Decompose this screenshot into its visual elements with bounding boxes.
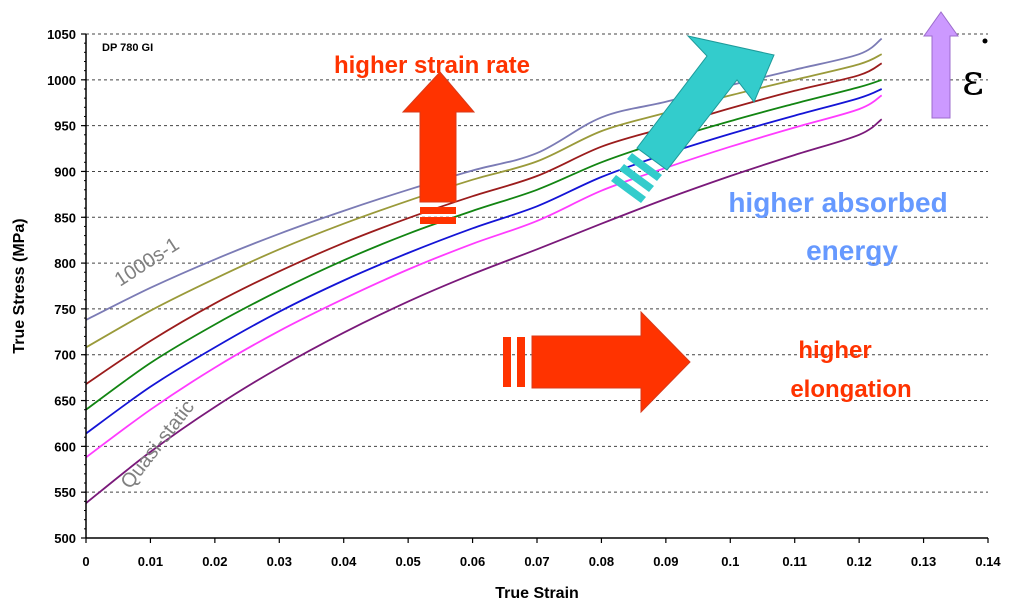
x-tick-label: 0.13 [911, 554, 936, 569]
elongation-label-line2: elongation [790, 376, 911, 403]
energy-arrow [611, 35, 775, 203]
x-tick-label: 0.14 [975, 554, 1001, 569]
x-tick-label: 0.12 [846, 554, 871, 569]
strain-rate-arrow-stripe [420, 207, 456, 214]
grid-lines [86, 33, 988, 493]
x-tick-label: 0.04 [331, 554, 357, 569]
y-tick-label: 750 [54, 302, 76, 317]
series-label-bottom: Quasi-static [117, 396, 199, 493]
elongation-arrow-body [531, 310, 691, 414]
x-tick-labels: 0 0.01 0.02 0.03 0.04 0.05 0.06 0.07 0.08 0.09 0.1… [82, 538, 1001, 569]
series-line-5 [85, 88, 883, 435]
strain-rate-arrow [401, 71, 476, 224]
y-tick-label: 1050 [47, 27, 76, 42]
x-tick-label: 0.08 [589, 554, 614, 569]
y-tick-label: 900 [54, 164, 76, 179]
energy-arrow-stripe [611, 175, 646, 203]
strain-rate-symbol-arrow [923, 11, 959, 119]
x-tick-label: 0.03 [267, 554, 292, 569]
x-tick-label: 0.1 [721, 554, 739, 569]
x-tick-label: 0.06 [460, 554, 485, 569]
y-tick-label: 600 [54, 439, 76, 454]
series-line-7 [85, 118, 883, 504]
energy-label-line1: higher absorbed [728, 187, 947, 218]
elongation-arrow-stripe [503, 337, 511, 387]
elongation-arrow [503, 310, 691, 414]
strain-rate-arrow-stripe [420, 217, 456, 224]
y-axis-title: True Stress (MPa) [11, 218, 28, 353]
x-tick-label: 0.02 [202, 554, 227, 569]
y-tick-label: 500 [54, 531, 76, 546]
energy-arrow-stripe [627, 153, 662, 181]
x-tick-label: 0.11 [782, 554, 807, 569]
elongation-label-line1: higher [798, 337, 871, 364]
x-tick-label: 0.07 [524, 554, 549, 569]
y-tick-labels: 500 550 600 650 700 750 800 850 900 950 1000 1050 [47, 27, 86, 546]
series-line-1 [85, 37, 883, 321]
series-line-2 [85, 53, 883, 349]
x-tick-label: 0 [82, 554, 89, 569]
energy-arrow-body [636, 35, 775, 171]
series-line-4 [85, 78, 882, 411]
x-tick-label: 0.01 [138, 554, 163, 569]
energy-arrow-stripe [619, 164, 654, 192]
y-tick-label: 800 [54, 256, 76, 271]
series-label-top: 1000s-1 [111, 233, 184, 291]
series-line-6 [85, 94, 883, 459]
x-tick-label: 0.05 [395, 554, 420, 569]
y-tick-label: 700 [54, 348, 76, 363]
elongation-arrow-stripe [517, 337, 525, 387]
energy-label-line2: energy [806, 235, 898, 266]
strain-rate-arrow-body [401, 71, 476, 203]
y-tick-label: 550 [54, 485, 76, 500]
axes [85, 34, 988, 539]
y-tick-label: 850 [54, 210, 76, 225]
y-tick-label: 650 [54, 394, 76, 409]
strain-rate-label: higher strain rate [334, 52, 530, 79]
y-tick-label: 1000 [47, 73, 76, 88]
epsilon-dot-mark [982, 38, 988, 44]
series-line-3 [85, 62, 883, 385]
epsilon-dot-symbol: ε [962, 55, 984, 104]
y-tick-label: 950 [54, 119, 76, 134]
x-axis-title: True Strain [495, 585, 579, 602]
series-group [85, 37, 883, 504]
chart-title: DP 780 GI [102, 42, 153, 54]
x-tick-label: 0.09 [653, 554, 678, 569]
